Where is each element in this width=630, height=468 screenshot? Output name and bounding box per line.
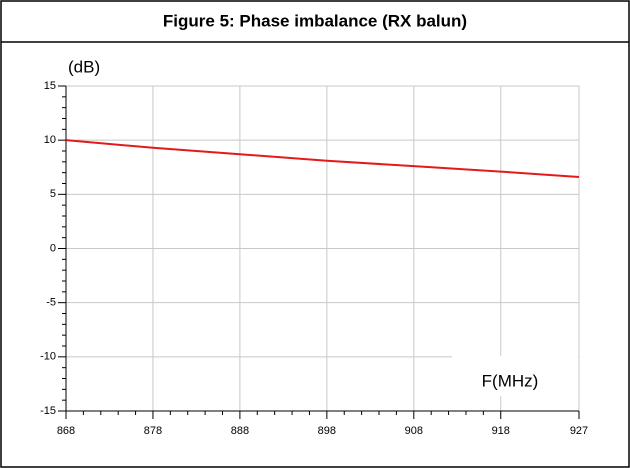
chart-title: Figure 5: Phase imbalance (RX balun) [163, 11, 467, 30]
y-tick-label: -10 [40, 351, 56, 363]
x-tick-label: 908 [405, 425, 423, 437]
data-line [65, 139, 580, 178]
x-tick-label: 918 [492, 425, 510, 437]
y-tick-label: 10 [44, 134, 56, 146]
y-tick-label: -5 [46, 297, 56, 309]
x-tick-label: 888 [231, 425, 249, 437]
y-tick-label: 0 [50, 242, 56, 254]
y-tick-label: 15 [44, 80, 56, 92]
x-tick-label: 927 [570, 425, 588, 437]
y-tick-label: -15 [40, 405, 56, 417]
x-tick-label: 868 [57, 425, 75, 437]
x-tick-label: 878 [144, 425, 162, 437]
y-axis-label: (dB) [68, 57, 100, 76]
x-axis-label: F(MHz) [482, 371, 539, 390]
y-tick-label: 5 [50, 188, 56, 200]
x-label-background [452, 356, 578, 396]
x-tick-label: 898 [318, 425, 336, 437]
